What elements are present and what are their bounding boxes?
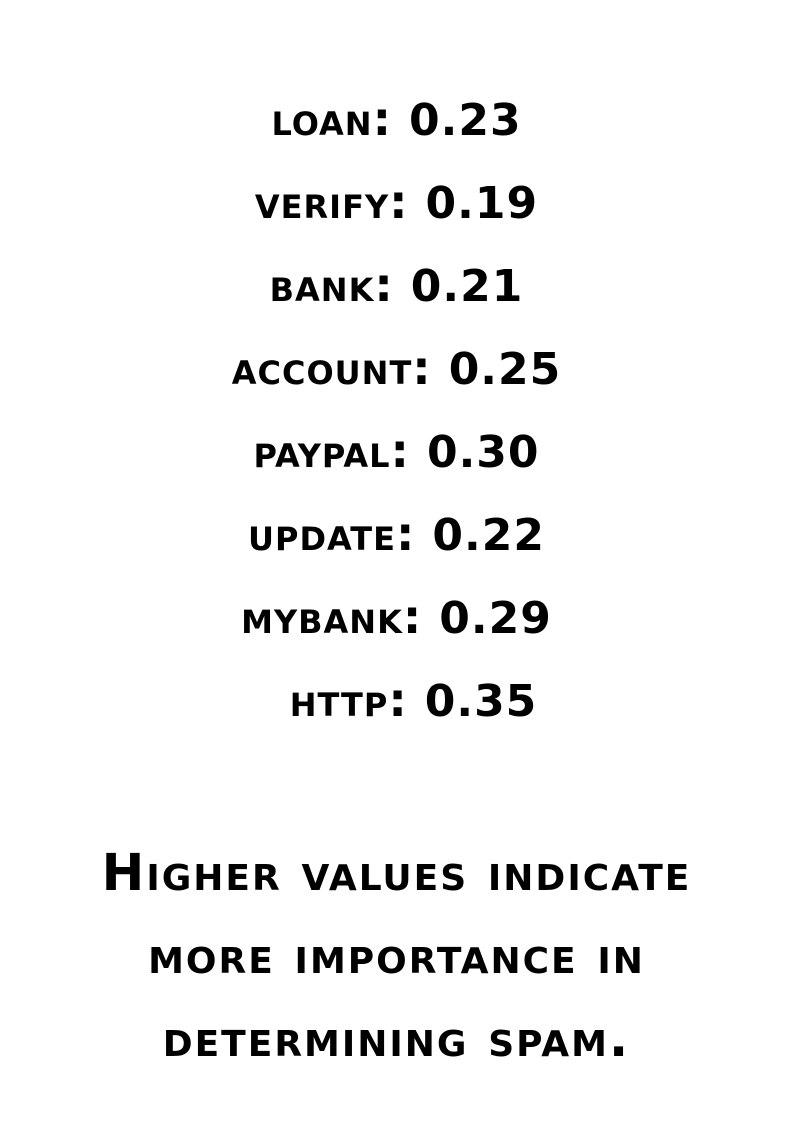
feature-score-row: verify: 0.19 [0,171,793,254]
separator-colon: : [374,258,411,312]
feature-score-row: http: 0.35 [0,669,793,752]
feature-score-list: loan: 0.23 verify: 0.19 bank: 0.21 accou… [0,88,793,752]
separator-colon: : [395,507,433,561]
separator-colon: : [390,424,427,478]
feature-term: account [231,341,413,395]
feature-value: 0.19 [425,178,539,229]
feature-value: 0.21 [410,261,524,312]
feature-term: paypal [253,424,391,478]
feature-score-row: paypal: 0.30 [0,420,793,503]
separator-colon: : [389,175,426,229]
caption-line: determining spam. [162,1010,631,1069]
feature-value: 0.22 [432,510,545,561]
separator-colon: : [372,92,409,146]
caption-line: more importance in [148,927,645,986]
feature-term: mybank [241,590,403,644]
separator-colon: : [402,590,440,644]
feature-value: 0.29 [439,593,552,644]
feature-term: loan [271,92,373,146]
feature-value: 0.25 [448,344,562,395]
feature-value: 0.23 [409,95,522,146]
feature-term: update [248,507,396,561]
feature-score-row: loan: 0.23 [0,88,793,171]
feature-score-row: mybank: 0.29 [0,586,793,669]
feature-term: http [289,673,389,727]
feature-score-row: bank: 0.21 [0,254,793,337]
separator-colon: : [412,341,449,395]
feature-score-row: account: 0.25 [0,337,793,420]
feature-value: 0.30 [426,427,540,478]
feature-term: bank [269,258,375,312]
feature-value: 0.35 [424,676,538,727]
feature-score-row: update: 0.22 [0,503,793,586]
explanation-caption: Higher values indicate more importance i… [0,832,793,1081]
feature-term: verify [254,175,390,229]
caption-line: Higher values indicate [101,844,692,903]
separator-colon: : [388,673,425,727]
